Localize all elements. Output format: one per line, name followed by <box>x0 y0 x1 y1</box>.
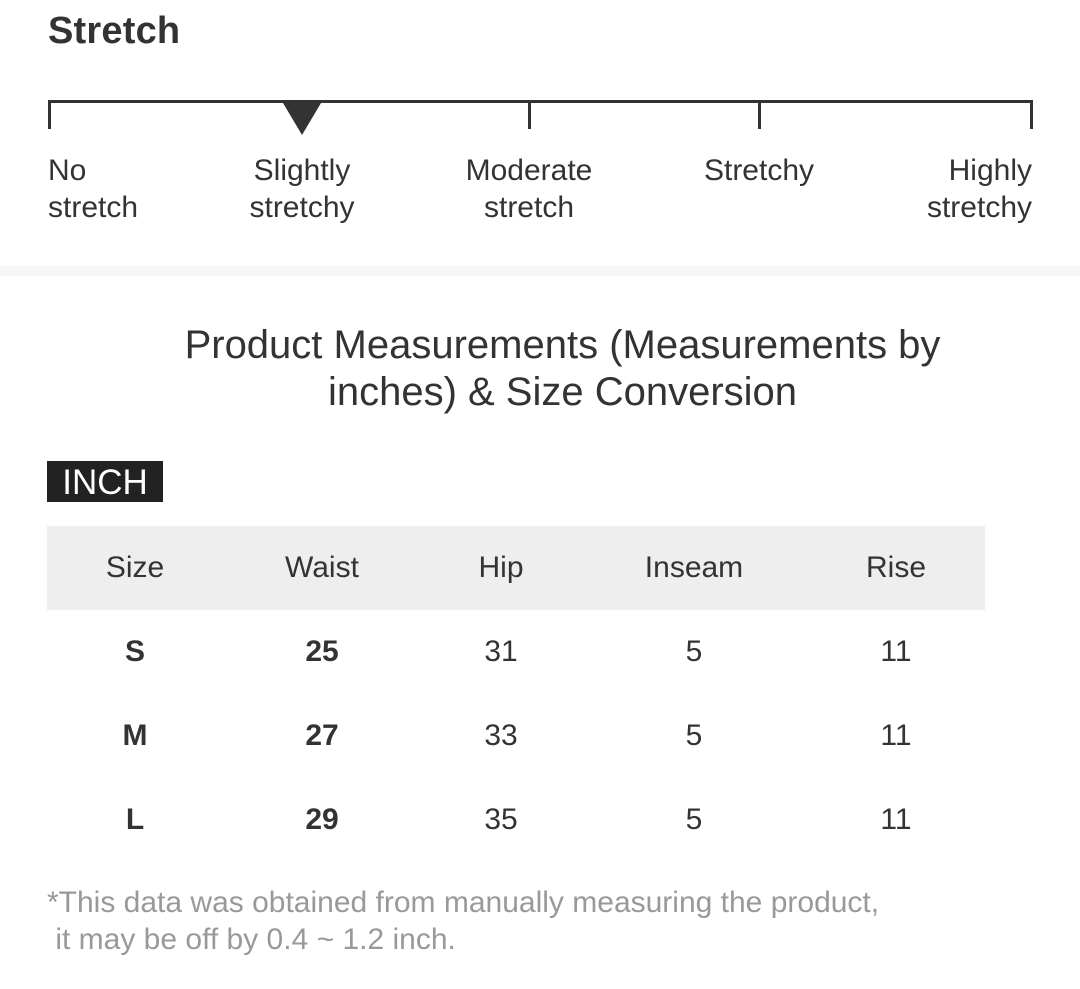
column-header-rise: Rise <box>865 551 926 584</box>
column-header-inseam: Inseam <box>644 551 744 584</box>
stretch-label-moderate-stretch: Moderate stretch <box>465 154 593 224</box>
stretch-scale-line <box>48 100 1033 103</box>
section-divider <box>0 266 1080 276</box>
stretch-label-slightly-stretchy: Slightly stretchy <box>249 154 355 224</box>
table-row: L 29 35 5 11 <box>47 778 985 862</box>
cell-hip: 31 <box>484 635 518 668</box>
stretch-tick-moderate <box>528 100 531 129</box>
column-header-hip: Hip <box>478 551 524 584</box>
cell-hip: 35 <box>484 803 518 836</box>
stretch-label-stretchy: Stretchy <box>703 154 815 187</box>
measurements-heading: Product Measurements (Measurements by in… <box>184 323 941 414</box>
cell-rise: 11 <box>880 803 912 836</box>
cell-inseam: 5 <box>685 635 703 668</box>
stretch-tick-highly <box>1030 100 1033 129</box>
cell-rise: 11 <box>880 719 912 752</box>
cell-waist: 25 <box>305 635 339 668</box>
stretch-label-highly-stretchy: Highly stretchy <box>926 154 1032 224</box>
size-table: Size Waist Hip Inseam Rise S 25 31 5 11 … <box>47 526 985 862</box>
column-header-waist: Waist <box>285 551 359 584</box>
measurement-footnote: *This data was obtained from manually me… <box>47 886 880 956</box>
cell-waist: 27 <box>305 719 339 752</box>
cell-waist: 29 <box>305 803 339 836</box>
cell-inseam: 5 <box>685 719 703 752</box>
table-row: M 27 33 5 11 <box>47 694 985 778</box>
unit-badge: INCH <box>47 461 163 502</box>
table-header-row: Size Waist Hip Inseam Rise <box>47 526 985 610</box>
cell-size: S <box>124 635 145 668</box>
stretch-label-no-stretch: No stretch <box>48 154 139 224</box>
stretch-title: Stretch <box>48 10 181 52</box>
cell-inseam: 5 <box>685 803 703 836</box>
stretch-tick-stretchy <box>758 100 761 129</box>
stretch-tick-no-stretch <box>48 100 51 129</box>
stretch-indicator-marker <box>283 103 321 135</box>
cell-size: M <box>122 719 148 752</box>
table-row: S 25 31 5 11 <box>47 610 985 694</box>
cell-hip: 33 <box>484 719 518 752</box>
column-header-size: Size <box>105 551 165 584</box>
cell-size: L <box>125 803 145 836</box>
cell-rise: 11 <box>880 635 912 668</box>
